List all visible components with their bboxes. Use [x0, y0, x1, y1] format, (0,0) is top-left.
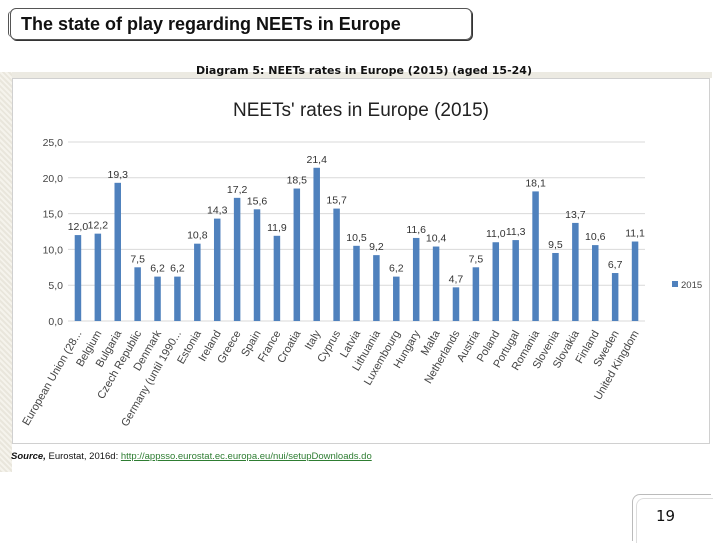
- decorative-band: [0, 72, 12, 472]
- y-tick-label: 5,0: [48, 280, 63, 292]
- data-label: 11,0: [486, 228, 506, 240]
- bar: [512, 240, 519, 321]
- data-label: 13,7: [565, 209, 586, 221]
- source-label: Source,: [11, 451, 46, 462]
- y-tick-label: 15,0: [43, 209, 64, 221]
- legend-swatch: [672, 281, 678, 287]
- bar: [253, 209, 261, 321]
- bar: [313, 167, 320, 321]
- data-label: 7,5: [469, 253, 484, 265]
- legend-label: 2015: [681, 280, 702, 291]
- bar: [572, 222, 579, 321]
- data-label: 7,5: [130, 253, 145, 265]
- slide-title-box: The state of play regarding NEETs in Eur…: [8, 8, 472, 40]
- slide-title: The state of play regarding NEETs in Eur…: [21, 14, 401, 34]
- bar: [333, 208, 340, 321]
- x-tick-label: European Union (28...: [20, 329, 84, 428]
- data-label: 10,8: [187, 230, 208, 242]
- bar: [532, 191, 539, 321]
- diagram-caption: Diagram 5: NEETs rates in Europe (2015) …: [196, 64, 532, 77]
- y-tick-label: 0,0: [48, 316, 63, 328]
- data-label: 11,9: [267, 222, 287, 234]
- bar: [194, 243, 201, 321]
- data-label: 9,2: [369, 241, 384, 253]
- bar: [631, 241, 639, 321]
- data-label: 10,5: [346, 232, 367, 244]
- data-label: 12,0: [68, 221, 89, 233]
- data-label: 15,7: [326, 195, 347, 207]
- data-label: 18,5: [287, 175, 308, 187]
- bar: [74, 235, 82, 321]
- bar: [174, 276, 181, 321]
- data-label: 10,4: [426, 233, 447, 245]
- data-label: 12,2: [88, 220, 109, 232]
- data-label: 17,2: [227, 184, 248, 196]
- bar: [393, 276, 400, 321]
- data-label: 4,7: [449, 273, 464, 285]
- data-label: 18,1: [525, 177, 546, 189]
- bar: [114, 182, 121, 321]
- data-label: 21,4: [306, 154, 327, 166]
- bar: [472, 267, 480, 321]
- bar: [94, 233, 102, 321]
- y-tick-label: 10,0: [43, 244, 64, 256]
- chart-frame: NEETs' rates in Europe (2015) 0,0 5,0 10,0 1…: [12, 78, 710, 444]
- bar: [293, 188, 301, 321]
- source-link[interactable]: http://appsso.eurostat.ec.europa.eu/nui/…: [120, 451, 372, 462]
- bar: [353, 245, 360, 321]
- data-label: 11,3: [506, 226, 526, 238]
- data-label: 11,1: [625, 228, 645, 240]
- page-number: 19: [656, 507, 676, 525]
- data-label: 6,2: [389, 263, 404, 275]
- data-label: 10,6: [585, 231, 606, 243]
- bar: [611, 273, 619, 321]
- source-note: Source, Eurostat, 2016d: http://appsso.e…: [11, 451, 372, 462]
- data-label: 15,6: [247, 195, 268, 207]
- data-label: 9,5: [548, 239, 563, 251]
- bar: [412, 237, 420, 321]
- bar: [432, 246, 440, 321]
- y-tick-label: 20,0: [43, 173, 64, 185]
- bar: [492, 242, 500, 321]
- bar: [592, 245, 599, 321]
- bar: [452, 287, 460, 321]
- data-label: 11,6: [406, 224, 426, 236]
- bar: [273, 235, 281, 321]
- bar: [233, 197, 241, 321]
- page-corner-decoration: [632, 494, 713, 543]
- bar: [134, 267, 141, 321]
- bar: [213, 218, 221, 321]
- bar: [552, 252, 559, 321]
- data-label: 6,7: [608, 259, 623, 271]
- y-tick-label: 25,0: [43, 137, 64, 149]
- bar-chart: NEETs' rates in Europe (2015) 0,0 5,0 10,0 1…: [20, 100, 702, 429]
- data-label: 6,2: [150, 263, 165, 275]
- data-label: 6,2: [170, 263, 185, 275]
- bar: [154, 276, 161, 321]
- decorative-top-band: [12, 72, 712, 78]
- bar: [373, 255, 380, 321]
- source-text: Eurostat, 2016d:: [45, 451, 121, 462]
- data-label: 19,3: [108, 169, 129, 181]
- chart-title: NEETs' rates in Europe (2015): [233, 100, 489, 121]
- data-label: 14,3: [207, 205, 228, 217]
